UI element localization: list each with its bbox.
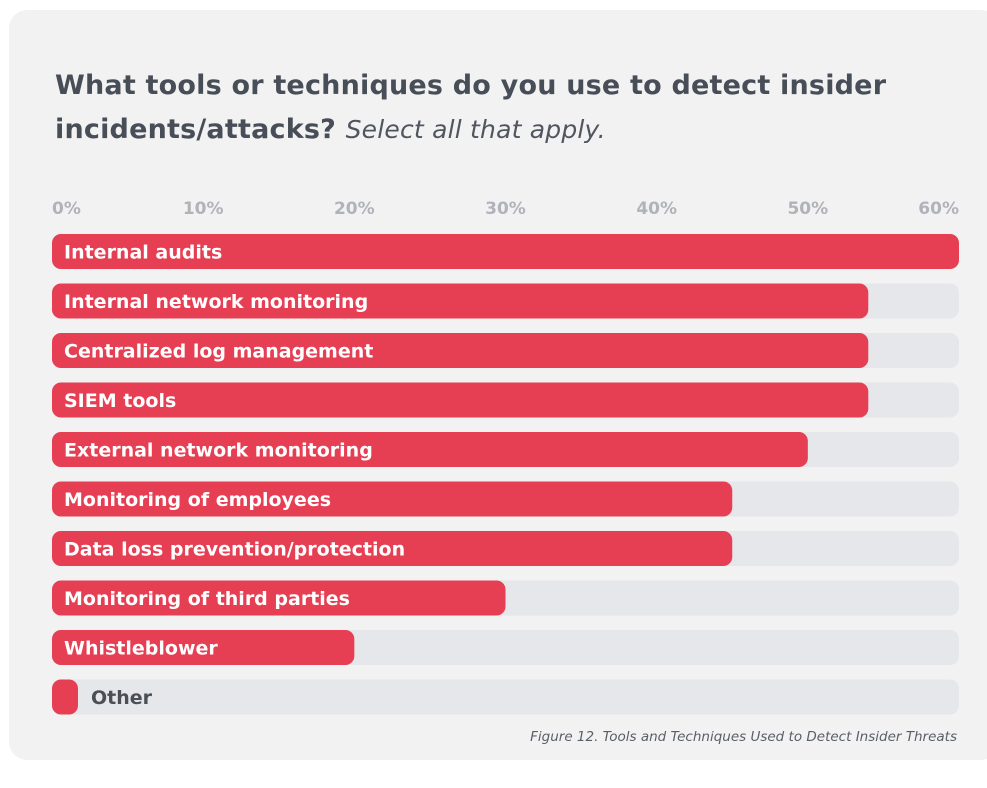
bar-label: Monitoring of third parties	[64, 588, 350, 610]
figure-caption: Figure 12. Tools and Techniques Used to …	[530, 729, 957, 745]
bar-row-external-network-monitoring: External network monitoring	[52, 432, 959, 467]
bar-row-internal-network-monitoring: Internal network monitoring	[52, 283, 959, 319]
bar	[52, 580, 506, 616]
bar-row-monitoring-of-employees: Monitoring of employees	[52, 481, 959, 517]
title-subtitle: Select all that apply.	[345, 115, 606, 144]
x-tick-label: 20%	[334, 199, 375, 219]
bar-row-other: Other	[52, 679, 959, 715]
bar	[52, 333, 869, 368]
bar-label: SIEM tools	[64, 390, 176, 412]
bar-row-siem-tools: SIEM tools	[52, 382, 959, 418]
bar	[52, 679, 78, 715]
x-tick-label: 40%	[636, 199, 677, 219]
bar-label: External network monitoring	[64, 440, 373, 462]
bar-row-data-loss-prevention-protection: Data loss prevention/protection	[52, 531, 959, 566]
bar-label: Internal audits	[64, 242, 222, 264]
bar	[52, 531, 733, 566]
bar-row-monitoring-of-third-parties: Monitoring of third parties	[52, 580, 959, 616]
bar	[52, 481, 733, 517]
bar	[52, 630, 355, 665]
bar-track	[52, 679, 959, 715]
bar-row-internal-audits: Internal audits	[52, 234, 959, 269]
bar	[52, 382, 869, 418]
bar-label: Centralized log management	[64, 341, 373, 363]
x-tick-label: 0%	[52, 199, 81, 219]
bar-row-whistleblower: Whistleblower	[52, 630, 959, 665]
bar-label: Other	[91, 687, 153, 709]
bar-row-centralized-log-management: Centralized log management	[52, 333, 959, 368]
x-tick-label: 30%	[485, 199, 526, 219]
bar	[52, 283, 869, 319]
bar-label: Data loss prevention/protection	[64, 539, 405, 561]
title-main: What tools or techniques do you use to d…	[55, 70, 887, 145]
bar-label: Internal network monitoring	[64, 291, 368, 313]
bar-label: Whistleblower	[64, 638, 218, 660]
x-tick-label: 50%	[787, 199, 828, 219]
chart-title: What tools or techniques do you use to d…	[55, 64, 955, 152]
bar	[52, 432, 808, 467]
bar	[52, 234, 959, 269]
x-tick-label: 10%	[183, 199, 224, 219]
bar-label: Monitoring of employees	[64, 489, 331, 511]
x-tick-label: 60%	[918, 199, 959, 219]
